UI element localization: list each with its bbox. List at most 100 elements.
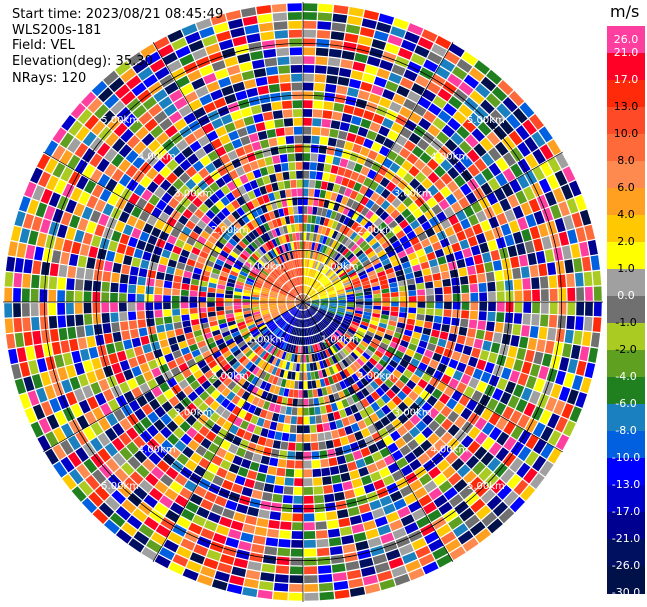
velocity-gate [303, 296, 309, 302]
velocity-gate [188, 252, 198, 261]
velocity-gate [342, 543, 356, 554]
velocity-gate [509, 370, 520, 383]
velocity-gate [112, 262, 122, 273]
velocity-gate [164, 273, 174, 282]
velocity-gate [53, 237, 65, 251]
velocity-gate [447, 410, 459, 423]
velocity-gate [410, 236, 420, 246]
velocity-gate [283, 388, 290, 397]
velocity-gate [420, 238, 431, 248]
velocity-gate [67, 265, 77, 278]
velocity-gate [311, 353, 316, 362]
velocity-gate [307, 327, 311, 336]
velocity-gate [261, 291, 269, 295]
colorbar-tick-label: -6.0 [615, 397, 637, 410]
velocity-gate [230, 251, 239, 259]
velocity-gate [410, 53, 426, 66]
velocity-gate [101, 281, 110, 292]
velocity-gate [443, 286, 452, 294]
velocity-gate [226, 391, 236, 401]
velocity-gate [336, 352, 344, 360]
velocity-gate [253, 188, 262, 198]
velocity-gate [469, 283, 478, 293]
velocity-gate [371, 353, 381, 362]
velocity-gate [205, 355, 215, 364]
velocity-gate [268, 137, 278, 147]
velocity-gate [62, 239, 73, 253]
velocity-gate [316, 343, 322, 352]
velocity-gate [235, 244, 244, 252]
velocity-gate [368, 237, 378, 247]
velocity-gate [257, 85, 269, 95]
velocity-gate [311, 280, 317, 288]
velocity-gate [337, 295, 346, 299]
velocity-gate [283, 370, 289, 379]
velocity-gate [132, 104, 147, 119]
velocity-gate [399, 296, 408, 302]
velocity-gate [349, 190, 359, 200]
velocity-gate [221, 266, 231, 274]
velocity-gate [286, 282, 292, 289]
velocity-gate [283, 262, 289, 271]
velocity-gate [530, 473, 545, 489]
velocity-gate [439, 58, 456, 72]
velocity-gate [330, 275, 338, 282]
velocity-gate [361, 387, 370, 397]
velocity-gate [509, 496, 525, 513]
velocity-gate [303, 12, 317, 20]
velocity-gate [480, 220, 491, 232]
velocity-gate [469, 90, 485, 105]
velocity-gate [250, 50, 264, 61]
velocity-gate [432, 272, 442, 281]
velocity-gate [303, 495, 314, 504]
velocity-gate [227, 381, 237, 391]
velocity-gate [288, 389, 294, 398]
velocity-gate [524, 349, 535, 363]
velocity-gate [408, 112, 422, 124]
velocity-gate [383, 263, 393, 270]
velocity-gate [397, 179, 408, 191]
velocity-gate [314, 344, 319, 352]
velocity-gate [467, 440, 481, 454]
velocity-gate [220, 326, 229, 334]
velocity-gate [174, 118, 187, 131]
velocity-gate [335, 314, 343, 320]
velocity-gate [242, 302, 251, 306]
velocity-gate [328, 457, 338, 467]
velocity-gate [259, 271, 268, 278]
velocity-gate [122, 224, 134, 236]
velocity-gate [197, 340, 207, 349]
velocity-gate [377, 346, 386, 354]
velocity-gate [121, 330, 131, 341]
velocity-gate [309, 307, 317, 313]
velocity-gate [237, 467, 249, 478]
velocity-gate [461, 435, 474, 449]
velocity-gate [424, 349, 434, 359]
velocity-gate [231, 331, 241, 338]
velocity-gate [259, 326, 268, 333]
velocity-gate [202, 470, 215, 482]
velocity-gate [268, 262, 276, 270]
velocity-gate [382, 292, 390, 298]
velocity-gate [454, 250, 464, 261]
velocity-gate [250, 415, 259, 425]
velocity-gate [246, 33, 261, 44]
velocity-gate [558, 201, 570, 217]
velocity-gate [133, 436, 146, 449]
velocity-gate [172, 165, 185, 178]
velocity-gate [227, 320, 236, 327]
velocity-gate [253, 313, 261, 318]
velocity-gate [111, 322, 120, 333]
velocity-gate [330, 384, 338, 393]
velocity-gate [546, 174, 560, 190]
velocity-gate [325, 367, 331, 377]
velocity-gate [289, 215, 295, 224]
velocity-gate [375, 232, 384, 241]
velocity-gate [110, 282, 119, 293]
velocity-gate [113, 408, 126, 422]
velocity-gate [126, 441, 140, 455]
velocity-gate [338, 303, 346, 307]
velocity-gate [377, 221, 387, 231]
velocity-gate [451, 351, 462, 361]
velocity-gate [218, 359, 228, 368]
